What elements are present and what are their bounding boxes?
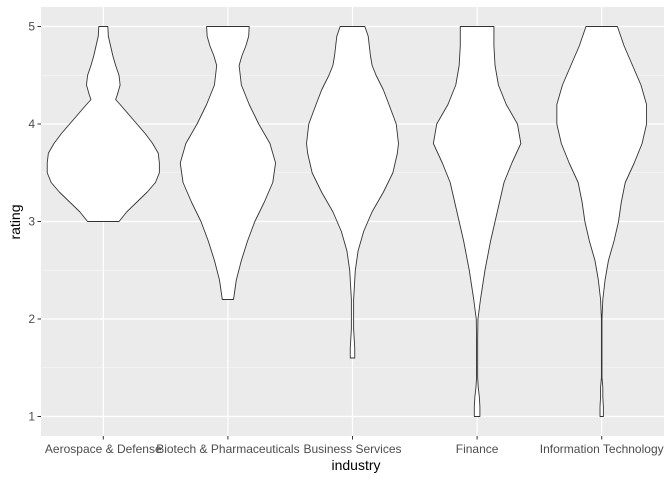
y-tick-label: 5 bbox=[28, 20, 35, 34]
x-tick-label: Finance bbox=[456, 442, 499, 456]
y-axis-title: rating bbox=[7, 204, 23, 239]
x-tick-label: Biotech & Pharmaceuticals bbox=[156, 442, 299, 456]
violin-4 bbox=[556, 26, 648, 417]
violin-2 bbox=[306, 26, 399, 359]
y-tick-label: 2 bbox=[28, 312, 35, 326]
violin-0 bbox=[46, 26, 160, 222]
y-tick-label: 1 bbox=[28, 410, 35, 424]
x-axis-title: industry bbox=[331, 457, 380, 473]
x-tick-label: Aerospace & Defense bbox=[45, 442, 162, 456]
violin-3 bbox=[432, 26, 522, 417]
y-tick-label: 4 bbox=[28, 117, 35, 131]
x-tick-label: Business Services bbox=[303, 442, 401, 456]
violins bbox=[46, 26, 648, 417]
violin-1 bbox=[179, 26, 277, 300]
x-tick-label: Information Technology bbox=[540, 442, 664, 456]
y-tick-label: 3 bbox=[28, 215, 35, 229]
y-axis: 1 2 3 4 5 bbox=[28, 20, 41, 424]
